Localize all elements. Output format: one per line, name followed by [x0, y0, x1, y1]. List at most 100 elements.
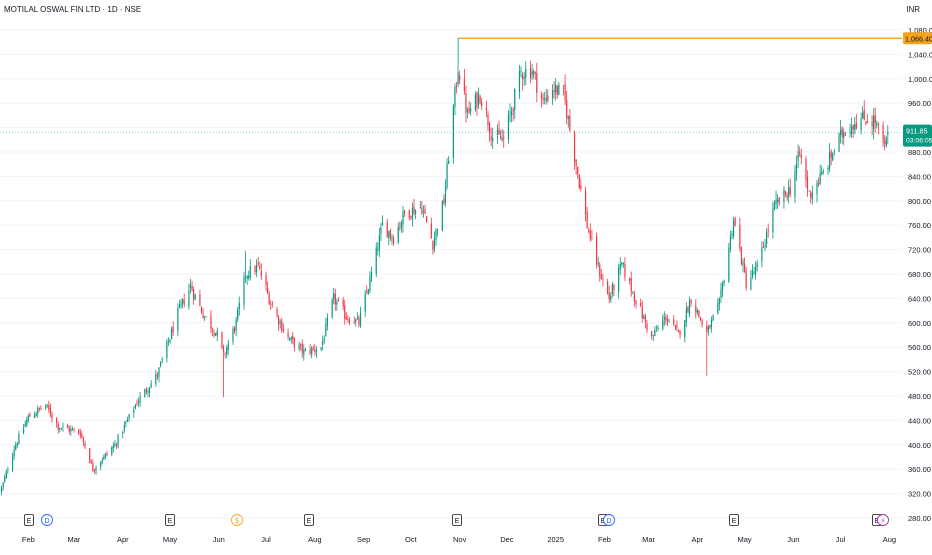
candle: [838, 132, 840, 152]
event-glyph: E: [455, 518, 460, 525]
y-tick-label: 360.00: [908, 465, 931, 474]
candle: [337, 296, 340, 302]
candle: [866, 113, 868, 124]
candle-body: [106, 453, 108, 455]
candle: [799, 146, 801, 157]
candle: [688, 296, 691, 318]
candle: [547, 89, 549, 103]
candle-body: [399, 226, 401, 228]
candle-body: [300, 344, 302, 346]
candle: [336, 298, 338, 311]
candle-body: [687, 307, 689, 313]
candle: [470, 102, 472, 116]
candle: [377, 242, 379, 256]
event-earnings-icon[interactable]: E: [452, 514, 462, 526]
candle-body: [810, 192, 812, 198]
candle-body: [235, 319, 237, 331]
candle-body: [580, 185, 582, 189]
resistance-line: [0, 37, 902, 133]
candle: [564, 74, 566, 105]
candle-body: [783, 189, 785, 202]
event-dividend-icon[interactable]: $: [231, 514, 243, 526]
candle-body: [333, 292, 335, 300]
candle: [27, 413, 29, 423]
candle-body: [413, 206, 415, 215]
candle: [304, 347, 306, 352]
event-glyph: ⚡: [881, 517, 886, 525]
candle: [562, 85, 565, 96]
candle-body: [100, 462, 102, 467]
candle-body: [73, 429, 75, 430]
candle: [739, 217, 741, 252]
candle: [644, 313, 647, 329]
candle-body: [290, 337, 292, 341]
candle-body: [257, 262, 259, 265]
candle: [844, 131, 846, 137]
candle-body: [193, 289, 195, 299]
candle-body: [685, 308, 687, 322]
candle: [403, 209, 406, 217]
event-earnings-icon[interactable]: E: [729, 514, 739, 526]
candle-body: [147, 391, 149, 393]
candle: [734, 216, 736, 227]
candle-body: [137, 401, 140, 404]
candle: [254, 265, 256, 275]
candle-body: [533, 71, 535, 75]
candle: [205, 316, 207, 318]
event-earnings-icon[interactable]: E: [165, 514, 175, 526]
candle-body: [808, 190, 810, 192]
candle-body: [696, 310, 698, 313]
candle-body: [123, 424, 125, 431]
candle-body: [784, 190, 787, 195]
candle: [435, 228, 437, 246]
candle-body: [622, 262, 624, 264]
candle: [816, 179, 818, 203]
event-earnings-icon[interactable]: E: [304, 514, 314, 526]
candle-body: [167, 341, 170, 343]
candle-body: [558, 84, 560, 95]
candle: [257, 256, 259, 267]
candle: [38, 407, 40, 412]
candle-body: [111, 447, 113, 455]
candle-body: [347, 319, 349, 320]
candle: [511, 106, 513, 123]
candle: [666, 314, 669, 327]
event-earnings-icon[interactable]: E: [24, 514, 34, 526]
event-dividend-icon[interactable]: D: [603, 514, 615, 526]
candle: [573, 130, 576, 170]
candle: [611, 281, 613, 298]
event-dividend-icon[interactable]: D: [41, 514, 53, 526]
candle-body: [377, 249, 379, 251]
candle: [766, 228, 768, 248]
candle-body: [430, 223, 432, 239]
candle: [189, 278, 192, 294]
event-split-icon[interactable]: ⚡: [877, 514, 889, 526]
event-badge: [231, 514, 243, 526]
candle: [78, 428, 80, 435]
candle: [388, 230, 390, 246]
candle-body: [134, 404, 136, 409]
candle: [610, 292, 612, 303]
candle: [167, 337, 170, 347]
candle: [463, 68, 465, 95]
candle-body: [84, 443, 86, 448]
candle-body: [92, 462, 94, 472]
candle-body: [732, 220, 735, 237]
candle-body: [463, 78, 465, 92]
candle-body: [465, 93, 467, 113]
candle: [862, 106, 864, 119]
x-tick-label: Jun: [787, 535, 799, 544]
candle-body: [259, 266, 261, 269]
candle: [556, 84, 558, 99]
candle-body: [48, 404, 50, 410]
candle: [437, 228, 439, 237]
candle-body: [265, 274, 267, 286]
candle-body: [775, 199, 777, 204]
candle: [717, 298, 719, 315]
candle: [367, 288, 369, 295]
y-tick-label: 720.00: [908, 246, 931, 255]
candle-body: [699, 317, 702, 320]
candle: [166, 338, 168, 363]
